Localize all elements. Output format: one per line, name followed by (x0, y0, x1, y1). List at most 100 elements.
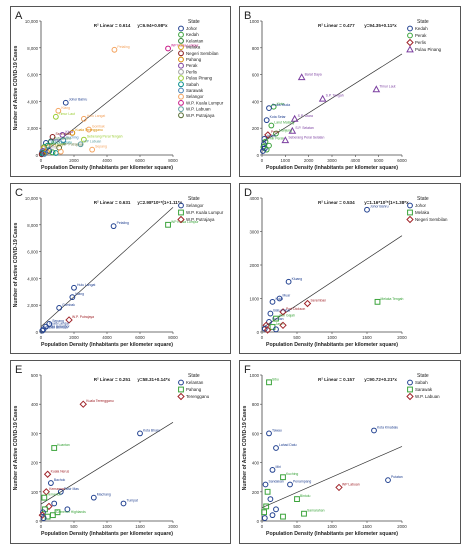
data-point (120, 500, 127, 507)
point-label: Sepang (95, 145, 107, 149)
y-tick-label: 4,000 (27, 99, 38, 104)
point-label: Petaling (117, 45, 129, 49)
point-label: Kota Kinabalu (51, 141, 72, 145)
legend-marker (177, 392, 185, 401)
point-label: Hulu Langat (87, 114, 105, 118)
point-label: Kuala Terengganu (86, 399, 114, 403)
data-point (40, 326, 47, 333)
panel-letter: E (15, 364, 22, 376)
panel-letter: F (244, 364, 251, 376)
point-label: Batu Pahat (273, 309, 290, 313)
x-tick-label: 0 (261, 335, 264, 340)
point-label: Kulai (276, 297, 284, 301)
x-tick-label: 1500 (135, 524, 145, 529)
x-tick-label: 500 (293, 524, 301, 529)
legend-label: W.P. Putrajaya (186, 113, 215, 118)
y-tick-label: 500 (31, 373, 39, 378)
data-point (263, 326, 272, 334)
legend-label: Kelantan (186, 380, 204, 385)
x-tick-label: 2000 (69, 335, 79, 340)
x-tick-label: 6000 (135, 335, 145, 340)
data-point (385, 477, 391, 484)
r2-label: R² Linear = 0.251 (94, 377, 131, 382)
x-tick-label: 8000 (168, 335, 178, 340)
y-tick-label: 100 (31, 490, 39, 495)
point-label: Machang (97, 493, 111, 497)
legend-label: Kedah (186, 32, 199, 37)
x-tick-label: 1000 (102, 524, 112, 529)
data-point (273, 445, 279, 451)
legend-label: Johor (415, 203, 427, 208)
point-label: WP Kuala Lumpur (171, 220, 199, 224)
legend-marker (178, 31, 184, 38)
data-point (49, 512, 56, 519)
data-point (294, 496, 300, 502)
x-tick-label: 0 (40, 158, 43, 163)
y-tick-label: 8,000 (27, 46, 38, 51)
equation-label: y=2.98*10⁵*(1+1.11*x (137, 200, 182, 205)
y-tick-label: 200 (31, 461, 39, 466)
y-tick-label: 0 (257, 330, 260, 335)
legend-label: Sabah (415, 380, 428, 385)
x-tick-label: 1000 (281, 158, 291, 163)
x-axis-label: Population Density (Inhabitants per kilo… (41, 165, 173, 171)
y-tick-label: 800 (252, 46, 260, 51)
legend-marker (178, 25, 184, 32)
chart-svg: D 0 1000 2000 3000 4000 0 500 1000 1500 2000 Popula… (244, 187, 448, 348)
point-label: Sandakan (269, 480, 284, 484)
legend-label: Pahang (186, 387, 202, 392)
x-axis-label: Population Density (Inhabitants per kilo… (41, 531, 173, 537)
chart-panel-b: B 0 200 400 600 800 1000 0 1000 2000 3000 4000 5000 6… (239, 6, 461, 177)
data-point (269, 512, 276, 519)
y-tick-label: 1000 (249, 297, 259, 302)
data-point (287, 481, 293, 488)
y-tick-label: 0 (36, 153, 39, 158)
y-tick-label: 8,000 (27, 223, 38, 228)
trend-line (261, 53, 403, 143)
data-point (279, 321, 287, 330)
data-point (69, 294, 76, 301)
point-label: Tumpat (127, 498, 138, 502)
y-tick-label: 600 (252, 73, 260, 78)
point-label: Timur Laut (379, 84, 395, 88)
y-tick-label: 1000 (249, 373, 259, 378)
legend-label: Negeri Sembilan (415, 217, 448, 222)
point-label: WP Labuan (84, 139, 102, 143)
point-label: WP Putrajaya (62, 143, 83, 147)
data-point (40, 509, 46, 516)
data-point (264, 131, 272, 139)
legend-marker (178, 69, 184, 75)
data-point (62, 99, 69, 106)
legend-label: Melaka (186, 45, 201, 50)
point-label: Samarahan (307, 509, 325, 513)
data-point (371, 427, 377, 434)
point-label: WP Labuan (342, 482, 360, 486)
data-point (267, 310, 274, 317)
legend-label: Perlis (415, 40, 427, 45)
y-tick-label: 6,000 (27, 250, 38, 255)
chart-svg: C 0 2,000 4,000 6,000 8,000 10,000 0 2000 4000 600… (13, 187, 224, 348)
chart-panel-d: D 0 1000 2000 3000 4000 0 500 1000 1500 2000 Popula… (239, 183, 461, 354)
point-label: Kuching (66, 135, 78, 139)
data-point (38, 511, 47, 519)
point-label: Kemaman (49, 487, 65, 491)
point-label: Kuala Selangor (46, 324, 70, 328)
point-label: Perlis (271, 130, 280, 134)
x-tick-label: 6000 (135, 158, 145, 163)
legend-label: Selangor (186, 203, 204, 208)
r2-label: R² Linear = 0.614 (94, 23, 131, 28)
data-point (285, 278, 292, 285)
chart-svg: F 0 200 400 600 800 1000 0 500 1000 1500 2000 Popula… (242, 364, 440, 537)
data-point (64, 506, 71, 513)
data-point (273, 315, 279, 322)
data-point (261, 515, 268, 521)
data-point (297, 73, 306, 81)
point-label: Larut Matang (274, 121, 294, 125)
y-tick-label: 2000 (249, 263, 259, 268)
data-point (57, 148, 64, 155)
legend-label: Johor (186, 26, 198, 31)
legend-label: Kelantan (186, 38, 204, 43)
data-point (79, 400, 87, 408)
data-point (279, 308, 287, 316)
data-point (364, 206, 370, 213)
